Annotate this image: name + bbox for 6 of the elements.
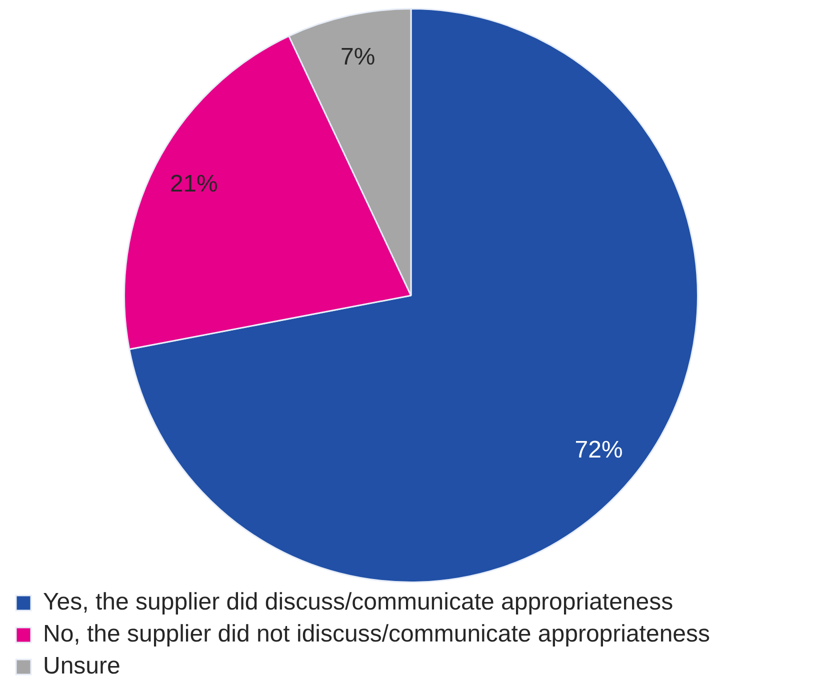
legend-label: No, the supplier did not idiscuss/communicate appropriateness xyxy=(43,620,710,648)
legend-label: Unsure xyxy=(43,652,120,680)
data-label: 7% xyxy=(340,43,376,70)
legend-label: Yes, the supplier did discuss/communicate appropriateness xyxy=(43,588,674,616)
data-label: 72% xyxy=(574,436,623,464)
data-label: 21% xyxy=(170,170,218,198)
